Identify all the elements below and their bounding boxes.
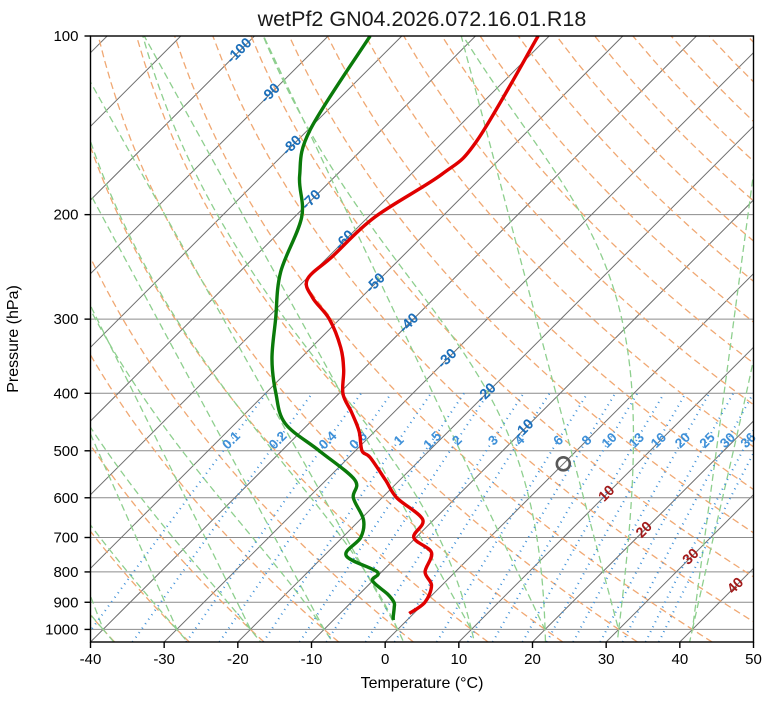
- svg-text:0: 0: [381, 651, 389, 668]
- svg-text:400: 400: [53, 385, 78, 402]
- svg-text:1: 1: [391, 432, 407, 448]
- svg-text:-40: -40: [80, 651, 102, 668]
- svg-text:20: 20: [524, 651, 541, 668]
- svg-text:1000: 1000: [45, 621, 78, 638]
- svg-text:0.4: 0.4: [316, 428, 340, 452]
- svg-text:300: 300: [53, 311, 78, 328]
- svg-text:2: 2: [449, 432, 465, 448]
- svg-text:100: 100: [53, 28, 78, 45]
- svg-text:36: 36: [738, 429, 760, 451]
- svg-text:Pressure (hPa): Pressure (hPa): [5, 285, 22, 393]
- svg-text:10: 10: [450, 651, 467, 668]
- svg-text:800: 800: [53, 564, 78, 581]
- svg-text:30: 30: [598, 651, 615, 668]
- svg-text:40: 40: [671, 651, 688, 668]
- svg-text:600: 600: [53, 490, 78, 507]
- svg-text:0.2: 0.2: [266, 428, 290, 452]
- svg-text:10: 10: [599, 430, 620, 451]
- svg-text:700: 700: [53, 530, 78, 547]
- svg-text:13: 13: [626, 429, 648, 451]
- svg-text:-30: -30: [153, 651, 175, 668]
- svg-text:Temperature (°C): Temperature (°C): [361, 675, 484, 692]
- svg-text:50: 50: [745, 651, 762, 668]
- svg-text:25: 25: [697, 429, 719, 451]
- svg-text:200: 200: [53, 207, 78, 224]
- svg-text:1.5: 1.5: [420, 428, 444, 452]
- svg-text:0.1: 0.1: [219, 428, 243, 452]
- svg-text:-10: -10: [301, 651, 323, 668]
- svg-text:500: 500: [53, 443, 78, 460]
- svg-text:16: 16: [648, 429, 670, 451]
- svg-text:900: 900: [53, 594, 78, 611]
- svg-text:-20: -20: [227, 651, 249, 668]
